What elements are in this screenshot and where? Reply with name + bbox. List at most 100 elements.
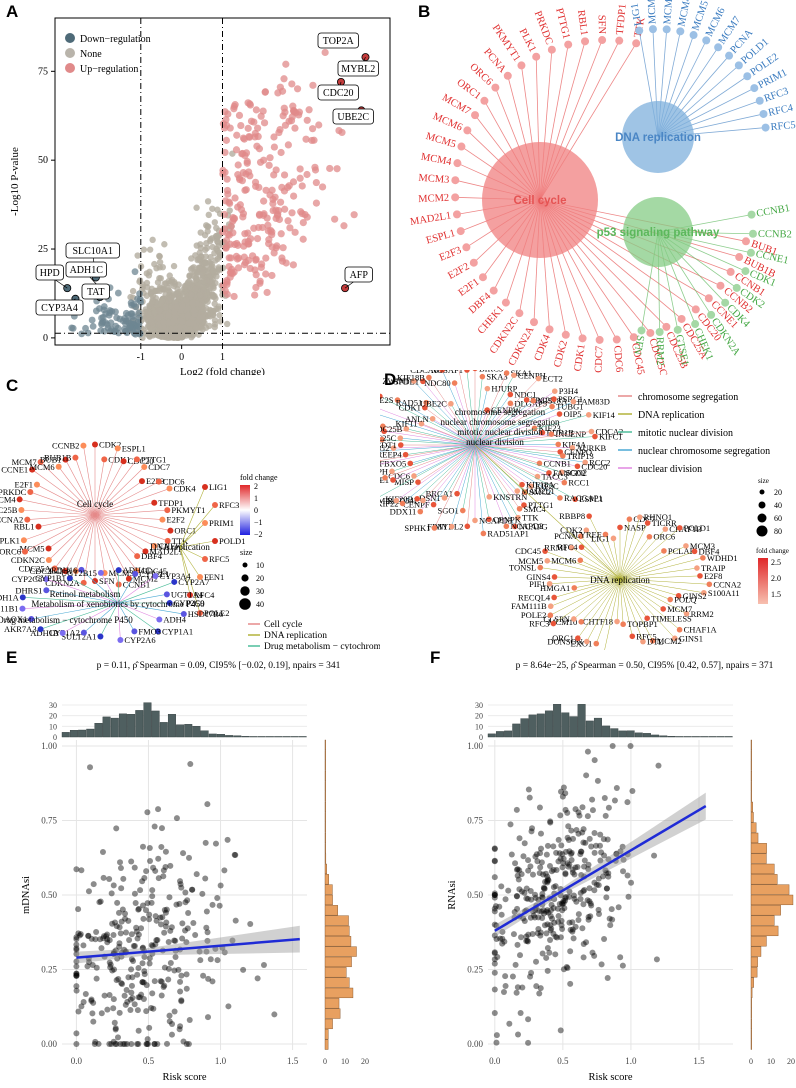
edge — [21, 509, 96, 516]
gene-label: SGO2 — [566, 467, 587, 477]
data-point — [542, 870, 549, 877]
hist-bar-top — [667, 736, 676, 738]
data-point — [580, 901, 587, 908]
edge — [474, 444, 523, 485]
gene-node — [151, 543, 158, 550]
gene-label: TONSL — [509, 563, 536, 573]
gene-label: MCM5 — [20, 544, 45, 554]
gene-node — [507, 391, 514, 398]
gene-label: DTL — [647, 637, 664, 647]
data-point — [601, 935, 608, 942]
y-tick-label: 0.00 — [467, 1039, 483, 1049]
gene-label: CDC20 — [581, 461, 607, 471]
up-point — [288, 80, 296, 88]
size-tick: 20 — [774, 488, 782, 497]
data-point — [165, 938, 172, 945]
data-point — [141, 968, 148, 975]
edge — [81, 569, 119, 604]
gene-label: NCAPD3 — [479, 515, 512, 525]
data-point — [177, 881, 184, 888]
data-point — [570, 835, 577, 842]
data-point — [110, 1005, 117, 1012]
gene-node — [551, 388, 558, 395]
data-point — [540, 884, 547, 891]
x-tick-label: 1.0 — [215, 1056, 227, 1066]
y-tick-label: 0.25 — [41, 965, 57, 975]
hist-bar-right — [750, 760, 752, 771]
data-point — [130, 958, 137, 965]
data-point — [216, 902, 223, 909]
hist-bar-top — [94, 723, 103, 738]
data-point — [491, 1009, 498, 1016]
gene-node — [484, 385, 491, 392]
data-point — [605, 870, 612, 877]
gene-label: CDT1 — [380, 440, 397, 450]
data-point — [204, 1014, 211, 1021]
hist-tick: 20 — [475, 712, 483, 721]
gene-node — [640, 638, 646, 645]
data-point — [164, 1040, 171, 1047]
data-point — [73, 970, 80, 977]
gene-node — [180, 611, 187, 618]
data-point — [90, 881, 97, 888]
data-point — [602, 867, 609, 874]
gene-node — [394, 397, 401, 403]
data-point — [528, 896, 535, 903]
data-point — [527, 863, 534, 870]
hist-bar-right — [750, 822, 757, 833]
panel-label-c: C — [6, 376, 19, 395]
data-point — [615, 904, 622, 911]
data-point — [536, 870, 543, 877]
gene-label: SPDL1 — [394, 376, 419, 386]
data-point — [184, 897, 191, 904]
gene-node — [451, 380, 458, 386]
data-point — [572, 923, 579, 930]
gene-label: KIF2C — [535, 481, 559, 491]
down-point — [82, 324, 89, 332]
data-point — [128, 956, 135, 963]
data-point — [529, 825, 536, 832]
gene-node — [491, 83, 500, 92]
edge — [179, 486, 206, 548]
gene-node — [503, 523, 510, 530]
gene-node — [700, 555, 706, 561]
data-point — [108, 890, 115, 897]
data-point — [617, 848, 624, 855]
data-point — [183, 1041, 190, 1048]
data-point — [534, 858, 541, 865]
data-point — [576, 812, 583, 819]
data-point — [84, 963, 91, 970]
data-point — [151, 1041, 158, 1048]
y-tick-label: 0.75 — [41, 815, 57, 825]
none-point — [212, 257, 219, 264]
gene-label: TIMELESS — [651, 613, 692, 623]
hist-tick: 20 — [361, 1057, 369, 1066]
hist-bar-right — [324, 1018, 333, 1030]
gene-label: MCM2 — [418, 193, 449, 205]
gene-node — [612, 335, 621, 344]
gene-node — [19, 594, 26, 601]
edge — [619, 517, 640, 580]
edge — [402, 444, 476, 504]
data-point — [146, 1024, 153, 1031]
edge — [474, 444, 507, 527]
gene-label: MCM10 — [548, 617, 577, 627]
gene-label: SPC25 — [531, 395, 555, 405]
gene-label: CDC45 — [141, 566, 167, 576]
data-point — [158, 992, 165, 999]
data-point — [544, 921, 551, 928]
gene-node — [420, 497, 426, 504]
data-point — [584, 748, 591, 755]
data-point — [73, 936, 80, 943]
hist-bar-top — [536, 713, 545, 738]
size-tick: 20 — [256, 574, 264, 583]
data-point — [532, 891, 539, 898]
hist-bar-right — [750, 956, 758, 968]
x-tick-label: 1.0 — [625, 1056, 637, 1066]
up-point — [251, 129, 259, 138]
gene-node — [37, 458, 44, 465]
up-point — [266, 154, 274, 162]
data-point — [151, 1041, 158, 1048]
data-point — [562, 895, 569, 902]
gene-node — [448, 523, 455, 530]
